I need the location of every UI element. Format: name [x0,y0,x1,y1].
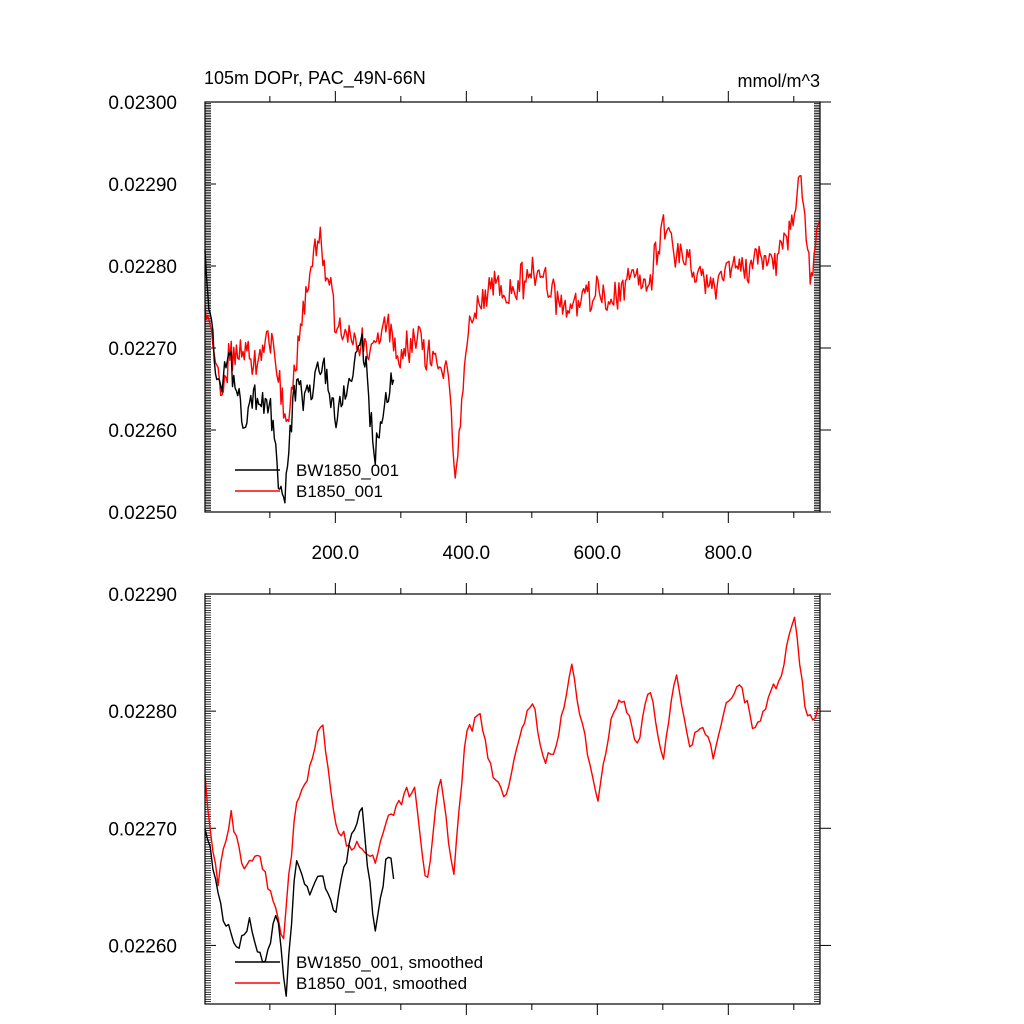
y-tick-label: 0.02260 [108,421,177,442]
series-line-b1850-001 [204,174,820,479]
y-tick-label: 0.02270 [108,339,177,360]
chart-title: 105m DOPr, PAC_49N-66N [204,68,426,89]
bottom-y-tick-labels: 0.02260 0.02270 0.02280 0.02290 [108,585,177,957]
y-tick-label: 0.02270 [108,819,177,840]
x-tick-label: 600.0 [574,543,622,564]
top-x-tick-labels: 200.0 400.0 600.0 800.0 [312,543,753,564]
bottom-series-group [204,616,819,997]
y-tick-label: 0.02250 [108,503,177,524]
y-tick-label: 0.02280 [108,702,177,723]
y-tick-label: 0.02300 [108,93,177,114]
x-tick-label: 800.0 [705,543,753,564]
legend-label-b1850-smoothed: B1850_001, smoothed [296,974,467,993]
y-tick-label: 0.02290 [108,585,177,606]
bottom-legend: BW1850_001, smoothed B1850_001, smoothed [235,953,483,993]
top-y-tick-labels: 0.02250 0.02260 0.02270 0.02280 0.02290 0.023… [108,93,177,524]
series-line-b1850-001-smoothed [204,616,819,940]
bottom-axis-ticks [205,583,831,1015]
top-legend: BW1850_001 B1850_001 [235,461,399,501]
bottom-plot-frame [204,593,821,1005]
legend-label-bw1850: BW1850_001 [296,461,399,480]
top-series-group [204,174,820,504]
y-tick-label: 0.02280 [108,257,177,278]
units-label: mmol/m^3 [738,71,820,91]
x-tick-label: 400.0 [443,543,491,564]
y-tick-label: 0.02290 [108,175,177,196]
y-tick-label: 0.02260 [108,936,177,957]
legend-label-b1850: B1850_001 [296,482,383,501]
legend-label-bw1850-smoothed: BW1850_001, smoothed [296,953,483,972]
top-panel: 105m DOPr, PAC_49N-66N mmol/m^3 0.022500… [108,68,831,564]
series-line-bw1850-001-smoothed [204,807,395,997]
bottom-panel: 0.02260 0.02270 0.02280 0.02290 BW1850_001,… [108,583,831,1015]
x-tick-label: 200.0 [312,543,360,564]
top-plot-frame [204,101,821,513]
series-line-bw1850-001 [204,250,395,504]
top-axis-ticks [205,91,831,523]
